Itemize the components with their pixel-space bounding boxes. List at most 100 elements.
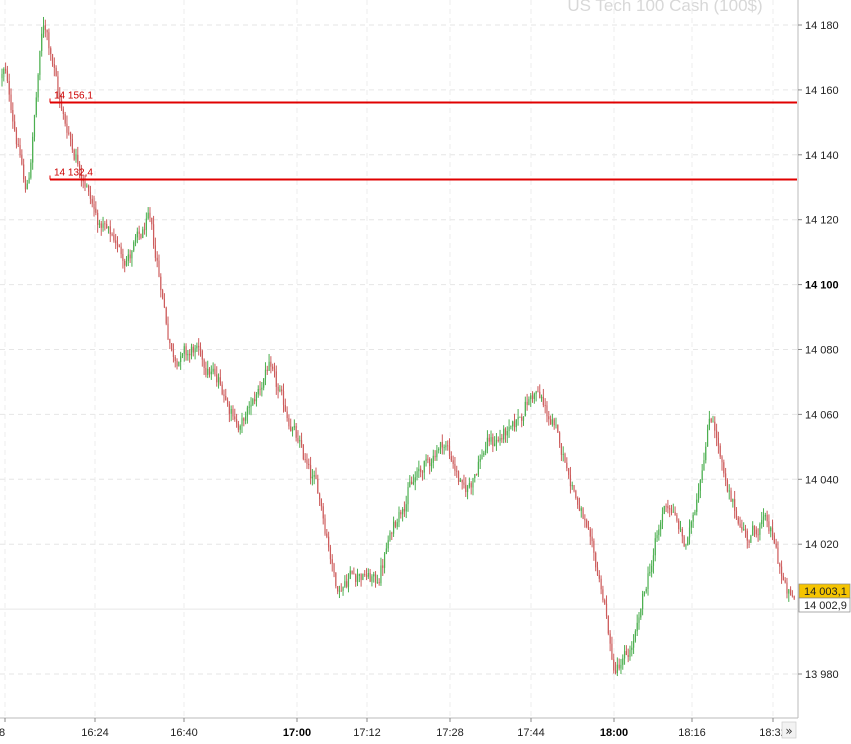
candle-body	[324, 518, 326, 534]
candle-body	[539, 391, 541, 399]
candle-body	[793, 596, 795, 599]
candle-body	[678, 520, 680, 530]
candle-body	[266, 369, 268, 371]
candle-body	[470, 483, 472, 488]
candle-body	[714, 421, 716, 431]
candle-body	[207, 368, 209, 375]
candle-body	[780, 566, 783, 576]
candle-body	[479, 458, 481, 462]
candle-body	[8, 81, 10, 95]
candle-body	[434, 455, 436, 458]
candle-body	[389, 532, 391, 541]
double-chevron-right-icon[interactable]: »	[785, 724, 792, 738]
candle-body	[676, 515, 678, 521]
candle-body	[692, 514, 694, 522]
candle-body	[418, 468, 420, 472]
candle-body	[457, 471, 460, 482]
candle-body	[548, 416, 550, 420]
candle-body	[660, 522, 662, 530]
candle-body	[553, 419, 555, 426]
candle-body	[719, 445, 721, 457]
candle-body	[337, 586, 339, 592]
candle-body	[178, 362, 180, 367]
x-tick-label: 18:00	[600, 727, 628, 739]
candle-body	[768, 521, 770, 532]
candle-body	[6, 70, 9, 82]
candle-body	[723, 462, 725, 474]
y-tick-label: 14 040	[805, 474, 839, 486]
candle-body	[578, 504, 581, 511]
y-tick-label: 14 160	[805, 85, 839, 97]
candle-body	[661, 513, 664, 523]
candle-body	[694, 511, 696, 515]
candle-body	[171, 343, 173, 351]
candle-body	[24, 179, 27, 190]
candle-body	[331, 559, 333, 564]
candle-body	[192, 346, 194, 353]
candle-body	[64, 113, 66, 124]
candle-body	[771, 527, 774, 536]
candle-body	[248, 406, 250, 408]
candle-body	[281, 389, 283, 392]
candle-body	[454, 463, 456, 471]
candle-body	[228, 403, 230, 414]
candle-body	[80, 169, 82, 179]
candle-body	[665, 505, 667, 507]
candle-body	[86, 185, 88, 187]
candle-body	[309, 465, 312, 479]
candle-body	[234, 416, 236, 420]
candle-body	[223, 394, 225, 396]
candle-body	[129, 254, 131, 259]
candle-body	[50, 48, 52, 54]
candle-body	[360, 574, 362, 580]
candle-body	[535, 391, 537, 394]
candle-body	[97, 212, 99, 225]
candle-body	[270, 361, 272, 367]
candle-body	[212, 368, 214, 372]
candle-body	[725, 473, 727, 481]
scroll-right-button[interactable]	[781, 721, 797, 739]
candle-body	[670, 509, 673, 513]
candle-body	[528, 399, 530, 405]
candle-body	[521, 416, 523, 421]
candle-body	[21, 155, 23, 165]
candle-body	[645, 589, 647, 592]
candle-body	[466, 486, 469, 493]
candle-body	[134, 237, 137, 243]
candle-body	[604, 600, 606, 604]
candle-body	[784, 580, 786, 583]
candle-body	[674, 511, 676, 516]
candle-body	[441, 442, 443, 448]
candle-body	[217, 377, 220, 383]
candle-body	[703, 460, 705, 471]
candle-body	[277, 386, 279, 391]
candle-body	[540, 396, 543, 399]
candle-body	[302, 444, 304, 460]
candle-body	[226, 400, 229, 404]
candle-body	[120, 246, 122, 255]
candle-body	[652, 555, 655, 566]
x-axis-panel	[0, 718, 851, 739]
candle-body	[311, 476, 313, 479]
candle-body	[160, 276, 162, 291]
candle-body	[788, 589, 790, 594]
candle-body	[346, 581, 348, 587]
candle-body	[98, 223, 101, 225]
candle-body	[566, 462, 568, 469]
candle-body	[551, 419, 553, 425]
candle-body	[235, 419, 238, 424]
y-tick-label: 13 980	[805, 669, 839, 681]
candle-body	[669, 508, 671, 510]
candle-body	[127, 254, 129, 261]
candle-body	[5, 68, 7, 71]
candle-body	[107, 226, 110, 229]
candle-body	[308, 463, 310, 466]
candle-body	[243, 418, 245, 421]
candle-body	[225, 395, 227, 401]
candle-body	[634, 631, 636, 641]
candle-body	[398, 512, 400, 523]
candle-body	[136, 231, 138, 238]
candle-body	[611, 643, 613, 660]
